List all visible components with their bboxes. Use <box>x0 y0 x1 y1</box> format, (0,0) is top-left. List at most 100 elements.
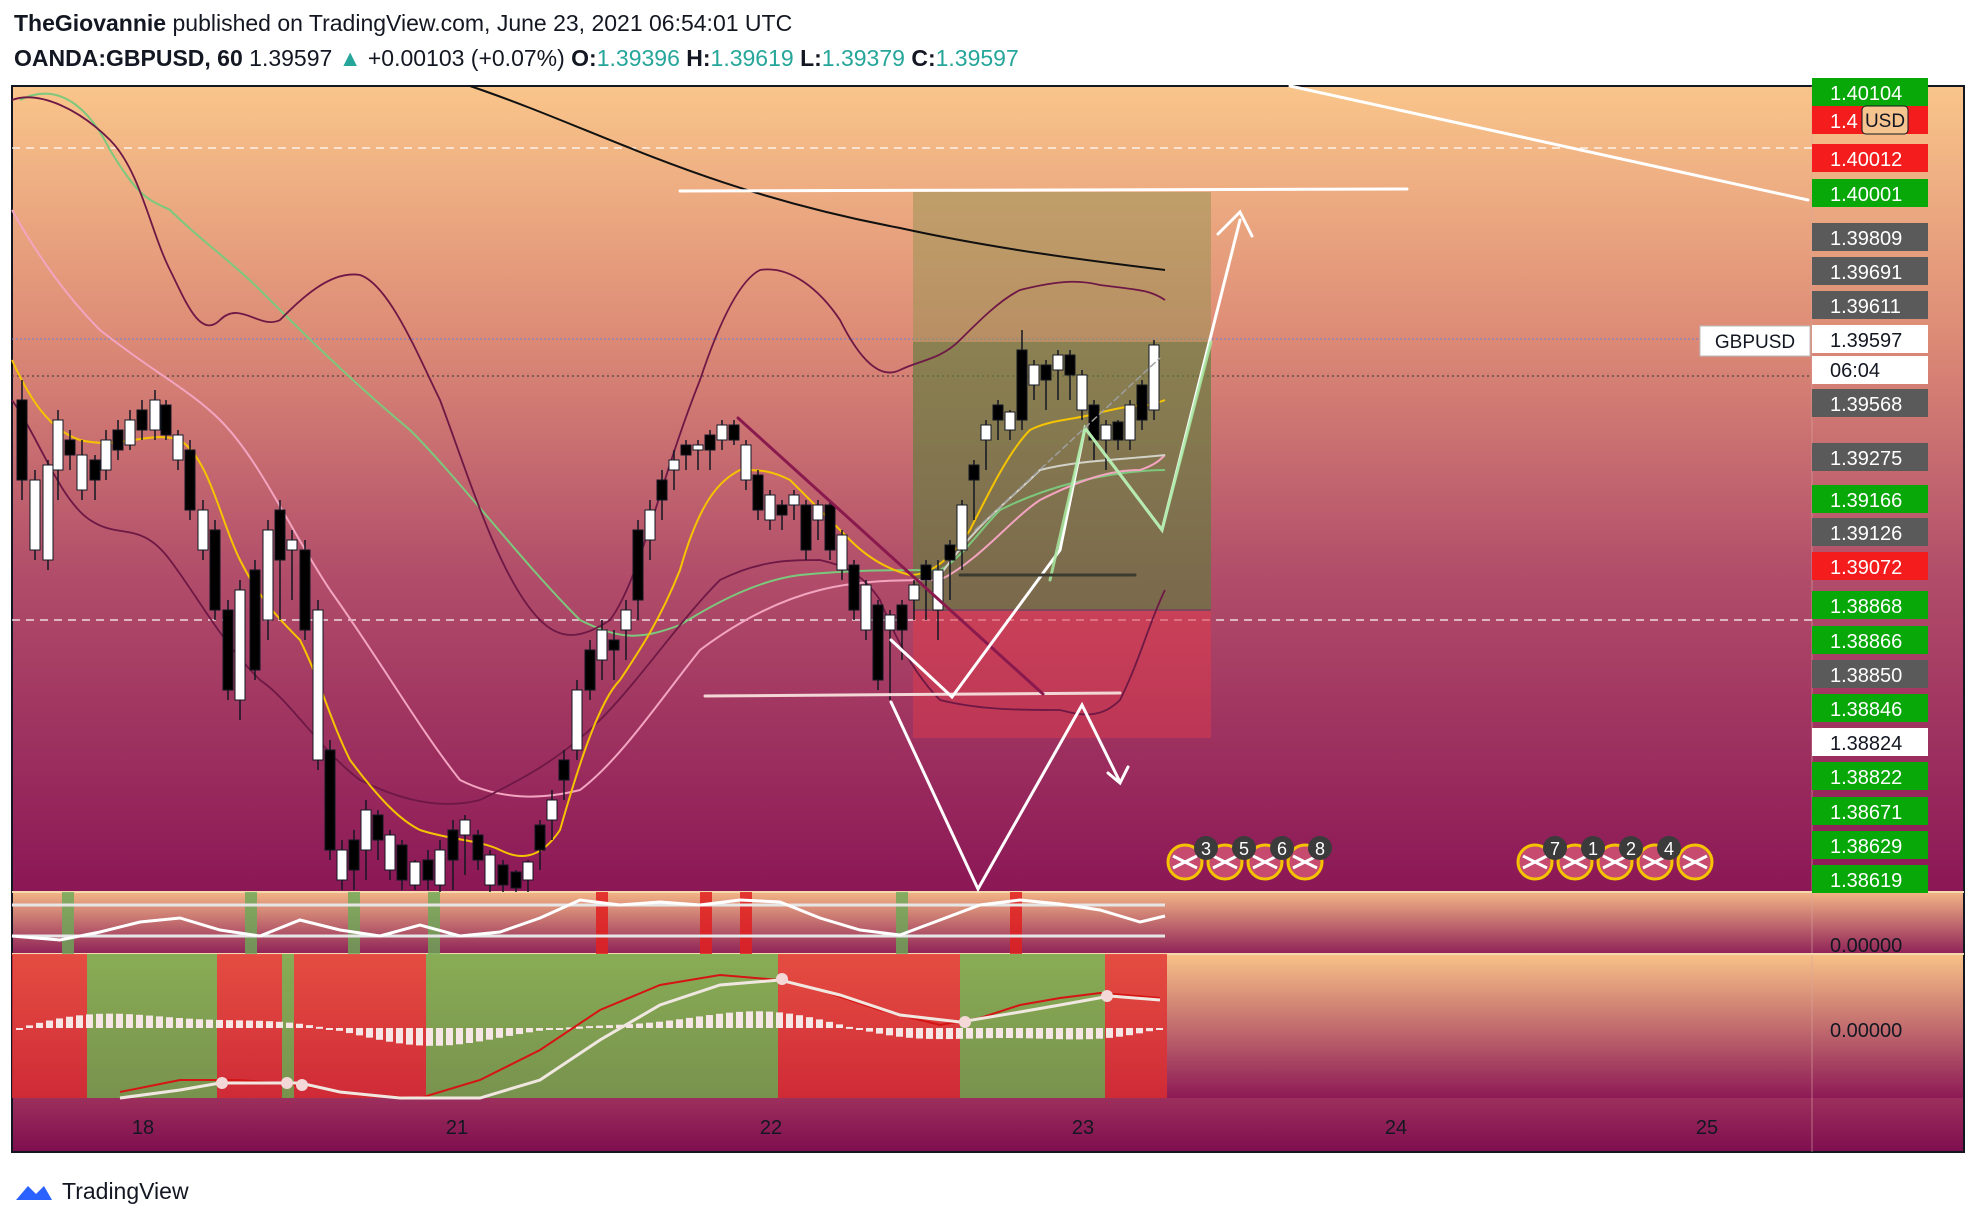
macd-histogram-bar <box>26 1025 33 1028</box>
macd-histogram-bar <box>766 1011 773 1028</box>
macd-histogram-bar <box>866 1028 873 1032</box>
macd-histogram-bar <box>196 1019 203 1028</box>
macd-histogram-bar <box>606 1025 613 1028</box>
price-tag <box>1812 694 1928 722</box>
price-tag-text: 1.38850 <box>1830 665 1902 687</box>
flag-cross <box>1292 854 1318 870</box>
drawings[interactable] <box>678 84 1810 893</box>
candle-body <box>944 544 956 561</box>
macd-histogram-bar <box>526 1028 533 1033</box>
macd-histogram-bar <box>436 1028 443 1046</box>
macd-histogram-bar <box>616 1024 623 1028</box>
macd-histogram-bar <box>1096 1028 1103 1039</box>
candle-body <box>434 849 446 886</box>
arrow-head[interactable] <box>1216 209 1254 238</box>
downtrend-line[interactable] <box>736 416 1045 696</box>
macd-histogram-bar <box>916 1028 923 1039</box>
candle-body <box>497 864 509 886</box>
event-count-badge <box>1619 836 1643 860</box>
macd-histogram-bar <box>956 1028 963 1039</box>
macd-histogram-bar <box>36 1022 43 1028</box>
flag-cross <box>1562 854 1588 870</box>
stop-zone[interactable] <box>913 610 1211 738</box>
author-name[interactable]: TheGiovannie <box>14 10 167 36</box>
macd-histogram-bar <box>406 1028 413 1045</box>
indicator-lines <box>11 85 1166 857</box>
arrow-head[interactable] <box>1106 765 1130 786</box>
price-tag-text: 1.40012 <box>1830 149 1902 171</box>
candle-body <box>896 604 908 631</box>
macd-histogram-bar <box>936 1028 943 1040</box>
resistance-line[interactable] <box>678 187 1409 193</box>
macd-histogram-bar <box>636 1023 643 1028</box>
macd-histogram-bar <box>66 1016 73 1028</box>
price-axis-tags[interactable]: 1.40104 1.4 1.40012 1.40001 1.39809 1.39691 1.… <box>1812 78 1928 893</box>
candle-body <box>124 419 136 446</box>
economic-events[interactable]: 3 5 6 8 7 1 2 4 <box>1166 836 1714 881</box>
candle-body <box>956 504 968 551</box>
candle-body <box>1100 424 1112 441</box>
candle-body <box>1040 364 1052 381</box>
macd-histogram-bar <box>756 1011 763 1028</box>
price-tag-text: 1.38846 <box>1830 699 1902 721</box>
macd-histogram-bar <box>1126 1028 1133 1036</box>
price-tag-text: 1.38671 <box>1830 802 1902 824</box>
candle-body <box>160 404 172 436</box>
candle-body <box>197 509 209 551</box>
macd-histogram-bar <box>156 1016 163 1028</box>
candle-body <box>932 569 944 611</box>
macd-histogram-bar <box>386 1028 393 1042</box>
symbol-tag-text: GBPUSD <box>1715 332 1795 353</box>
macd-histogram-bar <box>716 1013 723 1028</box>
target-zone[interactable] <box>913 192 1211 342</box>
candle-body <box>800 504 812 551</box>
macd-histogram-bar <box>1156 1028 1163 1030</box>
high-label: H: <box>686 45 711 71</box>
close-label: C: <box>911 45 936 71</box>
flag-cross <box>1682 854 1708 870</box>
oscillator-pane[interactable] <box>12 892 1964 954</box>
last-price: 1.39597 <box>249 45 333 71</box>
candle-body <box>872 604 884 681</box>
macd-histogram-bar <box>1056 1028 1063 1040</box>
macd-histogram-bar <box>236 1020 243 1028</box>
event-count-badge <box>1232 836 1256 860</box>
bearish-path-arrow[interactable] <box>889 700 1122 893</box>
candle-body <box>534 824 546 851</box>
macd-histogram-bar <box>356 1028 363 1036</box>
candle-body <box>836 534 848 571</box>
macd-histogram-bar <box>506 1028 513 1036</box>
projection-path[interactable] <box>1048 340 1213 582</box>
candle-body <box>776 504 788 516</box>
candle-body <box>740 444 752 481</box>
macd-histogram-bar <box>576 1026 583 1029</box>
brand-footer[interactable]: TradingView <box>14 1178 189 1205</box>
ohlc-legend: OANDA:GBPUSD, 60 1.39597 ▲ +0.00103 (+0.… <box>14 45 1019 72</box>
candle-body <box>447 829 459 861</box>
trend-line[interactable] <box>1288 84 1810 202</box>
event-count-text: 1 <box>1588 839 1598 859</box>
macd-histogram-bar <box>596 1025 603 1028</box>
price-tag <box>1812 291 1928 319</box>
support-line[interactable] <box>703 691 1122 698</box>
candle-body <box>596 629 608 661</box>
candle-body <box>1124 404 1136 441</box>
candlestick-series[interactable] <box>16 330 1160 892</box>
candle-body <box>884 614 896 631</box>
currency-badge[interactable]: USD <box>1861 105 1909 135</box>
symbol-label[interactable]: OANDA:GBPUSD, 60 <box>14 45 243 71</box>
ema-100-line <box>11 209 1166 798</box>
price-tag-text: 1.39166 <box>1830 490 1902 512</box>
price-tag <box>1812 389 1928 417</box>
macd-histogram-bar <box>1106 1028 1113 1038</box>
candle-body <box>16 399 28 481</box>
candle-body <box>1112 421 1124 441</box>
candle-body <box>812 504 824 521</box>
event-count-text: 5 <box>1239 839 1249 859</box>
price-tag <box>1812 552 1928 580</box>
macd-histogram-bar <box>96 1013 103 1028</box>
macd-histogram-bar <box>266 1021 273 1028</box>
time-axis[interactable] <box>12 1098 1964 1152</box>
candle-body <box>558 759 570 781</box>
